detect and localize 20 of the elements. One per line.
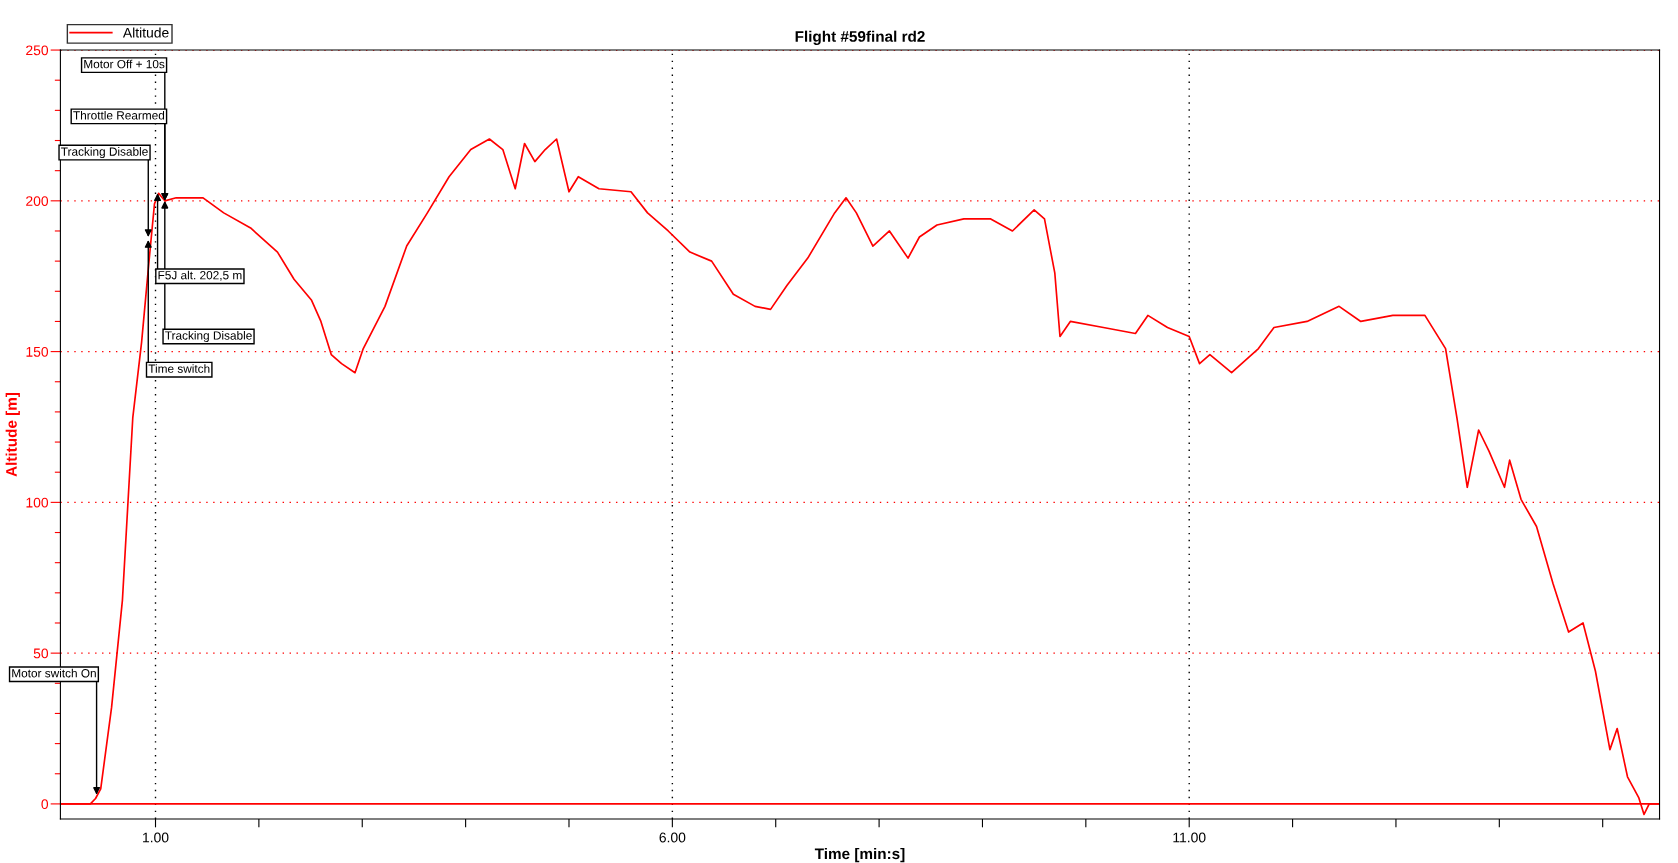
x-axis-title: Time [min:s] xyxy=(814,847,905,863)
annotation: Tracking Disable xyxy=(61,147,148,159)
y-tick-label: 100 xyxy=(26,497,49,508)
annotation: Tracking Disable xyxy=(165,331,252,343)
x-tick-label: 6.00 xyxy=(659,832,686,843)
x-tick-label: 1.00 xyxy=(143,832,169,843)
annotation: Throttle Rearmed xyxy=(73,110,165,120)
x-tick-label: 11.00 xyxy=(1173,832,1206,843)
legend-label: Altitude xyxy=(122,27,169,38)
y-tick-label: 200 xyxy=(26,196,49,206)
y-tick-label: 250 xyxy=(26,45,49,56)
annotation: Motor switch On xyxy=(12,668,96,678)
annotation: Time switch xyxy=(148,364,210,373)
y-tick-label: 0 xyxy=(41,799,49,810)
y-axis-title: Altitude [m] xyxy=(5,392,20,477)
annotation: Motor Off + 10s xyxy=(84,59,165,69)
y-tick-label: 150 xyxy=(26,346,49,357)
annotation: F5J alt. 202,5 m xyxy=(158,270,242,281)
chart-title: Flight #59final rd2 xyxy=(795,30,925,45)
y-tick-label: 50 xyxy=(33,648,49,659)
